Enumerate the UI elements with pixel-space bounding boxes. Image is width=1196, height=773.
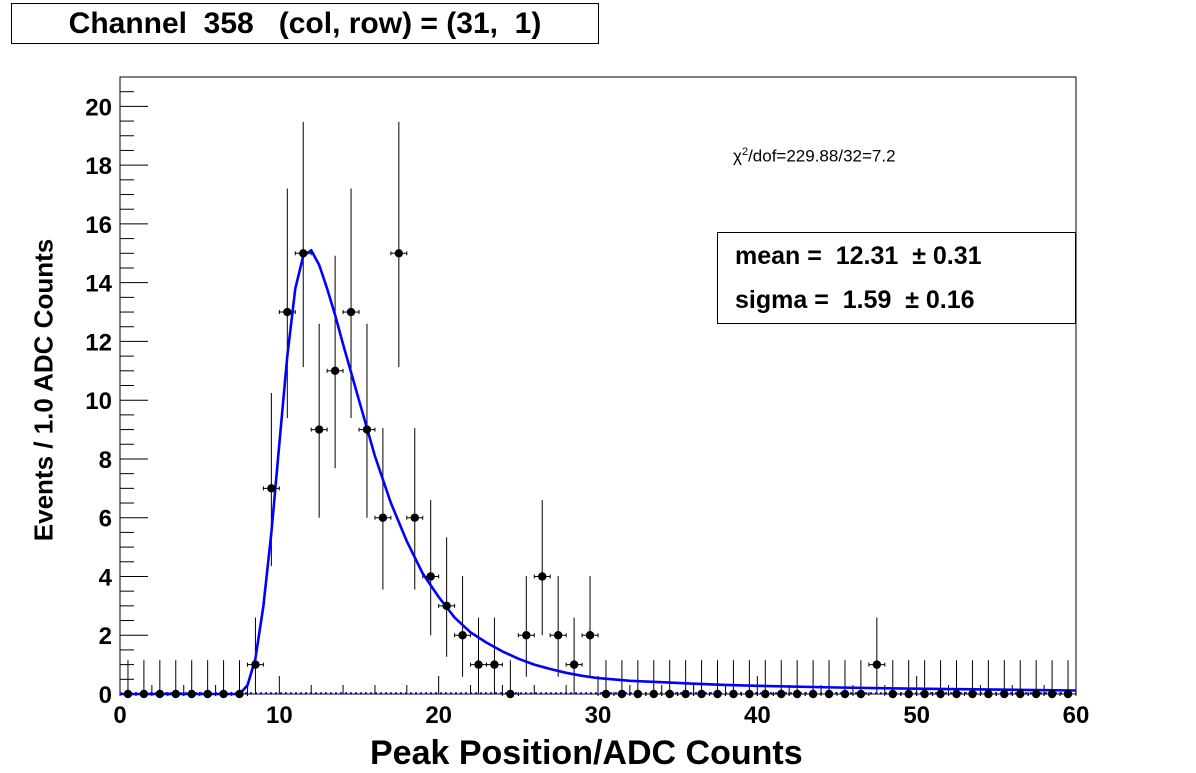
data-point bbox=[1000, 689, 1009, 699]
plot-title: Channel 358 (col, row) = (31, 1) bbox=[68, 6, 542, 40]
y-tick-label: 8 bbox=[99, 447, 112, 474]
plot-title-box: Channel 358 (col, row) = (31, 1) bbox=[11, 3, 599, 44]
x-tick-label: 40 bbox=[744, 702, 771, 729]
data-point bbox=[1016, 689, 1025, 699]
data-point bbox=[872, 660, 882, 669]
y-axis-label: Events / 1.0 ADC Counts bbox=[28, 238, 59, 542]
data-point bbox=[824, 689, 834, 699]
fit-mean: mean = 12.31 ± 0.31 bbox=[735, 242, 982, 270]
data-point bbox=[522, 631, 531, 640]
y-tick-label: 16 bbox=[85, 212, 112, 239]
y-tick-label: 4 bbox=[99, 564, 113, 591]
x-tick-label: 0 bbox=[113, 702, 126, 729]
data-point bbox=[346, 307, 356, 317]
data-point bbox=[283, 307, 292, 317]
data-point bbox=[713, 689, 722, 699]
data-point bbox=[553, 631, 563, 640]
data-point bbox=[474, 660, 483, 669]
data-point bbox=[1063, 689, 1073, 699]
data-point bbox=[506, 689, 515, 699]
data-point bbox=[745, 689, 754, 699]
data-point bbox=[681, 689, 690, 699]
data-point bbox=[187, 689, 196, 699]
x-tick-label: 50 bbox=[903, 702, 930, 729]
data-point bbox=[155, 689, 165, 699]
data-point bbox=[808, 689, 818, 699]
x-tick-label: 60 bbox=[1063, 702, 1090, 729]
data-point bbox=[362, 425, 372, 434]
y-tick-label: 14 bbox=[85, 271, 112, 298]
data-point bbox=[171, 689, 180, 699]
y-tick-label: 0 bbox=[99, 682, 112, 709]
chi2-superscript: 2 bbox=[741, 146, 749, 158]
data-point bbox=[792, 689, 802, 699]
data-point bbox=[936, 689, 945, 699]
data-point bbox=[538, 572, 547, 581]
data-point bbox=[777, 689, 786, 699]
data-point bbox=[203, 689, 212, 699]
y-tick-label: 20 bbox=[85, 94, 112, 121]
x-tick-label: 10 bbox=[266, 702, 293, 729]
data-point bbox=[697, 689, 706, 699]
data-point bbox=[442, 601, 451, 611]
data-point bbox=[251, 660, 260, 669]
data-point bbox=[299, 249, 308, 258]
data-point bbox=[840, 689, 850, 699]
y-tick-label: 18 bbox=[85, 153, 112, 180]
data-point bbox=[330, 366, 340, 376]
data-point bbox=[378, 513, 388, 522]
data-point bbox=[888, 689, 897, 699]
data-point bbox=[920, 689, 929, 699]
data-point bbox=[1047, 689, 1057, 699]
data-point bbox=[968, 689, 977, 699]
data-point bbox=[490, 660, 499, 669]
y-tick-label: 2 bbox=[99, 623, 112, 650]
data-point bbox=[761, 689, 770, 699]
x-tick-label: 20 bbox=[425, 702, 452, 729]
data-point bbox=[314, 425, 324, 434]
y-tick-label: 6 bbox=[99, 506, 112, 533]
fit-sigma: sigma = 1.59 ± 0.16 bbox=[735, 286, 975, 314]
data-point bbox=[219, 689, 228, 699]
data-point bbox=[904, 689, 913, 699]
data-point bbox=[569, 660, 579, 669]
data-point bbox=[617, 689, 627, 699]
data-point bbox=[410, 513, 419, 522]
data-point bbox=[665, 689, 674, 699]
x-tick-label: 30 bbox=[585, 702, 612, 729]
data-point bbox=[633, 689, 643, 699]
data-point bbox=[952, 689, 961, 699]
chi2-value: /dof=229.88/32=7.2 bbox=[748, 146, 896, 166]
data-point bbox=[856, 689, 866, 699]
data-point bbox=[729, 689, 738, 699]
data-point bbox=[585, 631, 595, 640]
data-point bbox=[1031, 689, 1041, 699]
data-point bbox=[235, 689, 244, 699]
chi2-label: χ2/dof=229.88/32=7.2 bbox=[733, 146, 896, 167]
data-point bbox=[139, 689, 149, 699]
fit-curve bbox=[120, 249, 1077, 696]
fit-stats-box: mean = 12.31 ± 0.31 sigma = 1.59 ± 0.16 bbox=[717, 232, 1076, 324]
data-point bbox=[394, 249, 404, 258]
data-point bbox=[426, 572, 435, 581]
y-tick-label: 10 bbox=[85, 388, 112, 415]
data-point bbox=[458, 631, 467, 640]
data-point bbox=[649, 689, 658, 699]
data-point bbox=[267, 484, 276, 493]
data-point bbox=[984, 689, 993, 699]
data-point bbox=[123, 689, 133, 699]
chi2-symbol: χ bbox=[733, 146, 742, 166]
y-tick-label: 12 bbox=[85, 329, 112, 356]
x-axis-label: Peak Position/ADC Counts bbox=[370, 734, 803, 772]
data-point bbox=[601, 689, 611, 699]
